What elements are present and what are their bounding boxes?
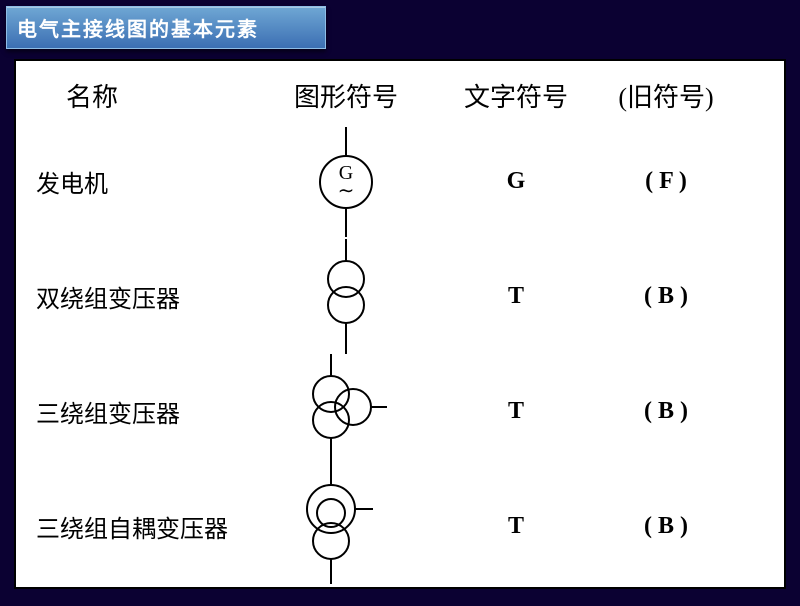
row-letter: T <box>436 513 596 540</box>
transformer3-symbol-icon <box>291 354 401 469</box>
header-name: 名称 <box>36 71 256 124</box>
row-letter: T <box>436 283 596 310</box>
row-old: ( F ) <box>596 168 736 195</box>
header-old: (旧符号) <box>596 71 736 124</box>
table-row: 三绕组自耦变压器 T ( B ) <box>36 469 764 584</box>
row-letter: G <box>436 168 596 195</box>
table-body: 发电机 G ∼ G ( F ) 双绕组变压器 <box>36 124 764 584</box>
header-letter: 文字符号 <box>436 71 596 124</box>
transformer2-symbol-icon <box>306 239 386 354</box>
row-old: ( B ) <box>596 513 736 540</box>
autotransformer3-symbol-icon <box>291 469 401 584</box>
header-symbol: 图形符号 <box>256 71 436 124</box>
slide-title: 电气主接线图的基本元素 <box>6 6 326 49</box>
row-name: 三绕组变压器 <box>36 394 256 429</box>
row-letter: T <box>436 398 596 425</box>
row-symbol <box>256 354 436 469</box>
row-symbol: G ∼ <box>256 127 436 237</box>
row-symbol <box>256 469 436 584</box>
table-header-row: 名称 图形符号 文字符号 (旧符号) <box>36 71 764 124</box>
table-row: 双绕组变压器 T ( B ) <box>36 239 764 354</box>
row-name: 双绕组变压器 <box>36 279 256 314</box>
row-name: 三绕组自耦变压器 <box>36 509 256 544</box>
generator-symbol-icon: G ∼ <box>306 127 386 237</box>
table-row: 三绕组变压器 T ( B ) <box>36 354 764 469</box>
row-old: ( B ) <box>596 398 736 425</box>
row-name: 发电机 <box>36 164 256 199</box>
row-old: ( B ) <box>596 283 736 310</box>
generator-tilde-label: ∼ <box>338 180 355 202</box>
table-row: 发电机 G ∼ G ( F ) <box>36 124 764 239</box>
row-symbol <box>256 239 436 354</box>
table-panel: 名称 图形符号 文字符号 (旧符号) 发电机 G ∼ G ( F ) <box>14 59 786 589</box>
